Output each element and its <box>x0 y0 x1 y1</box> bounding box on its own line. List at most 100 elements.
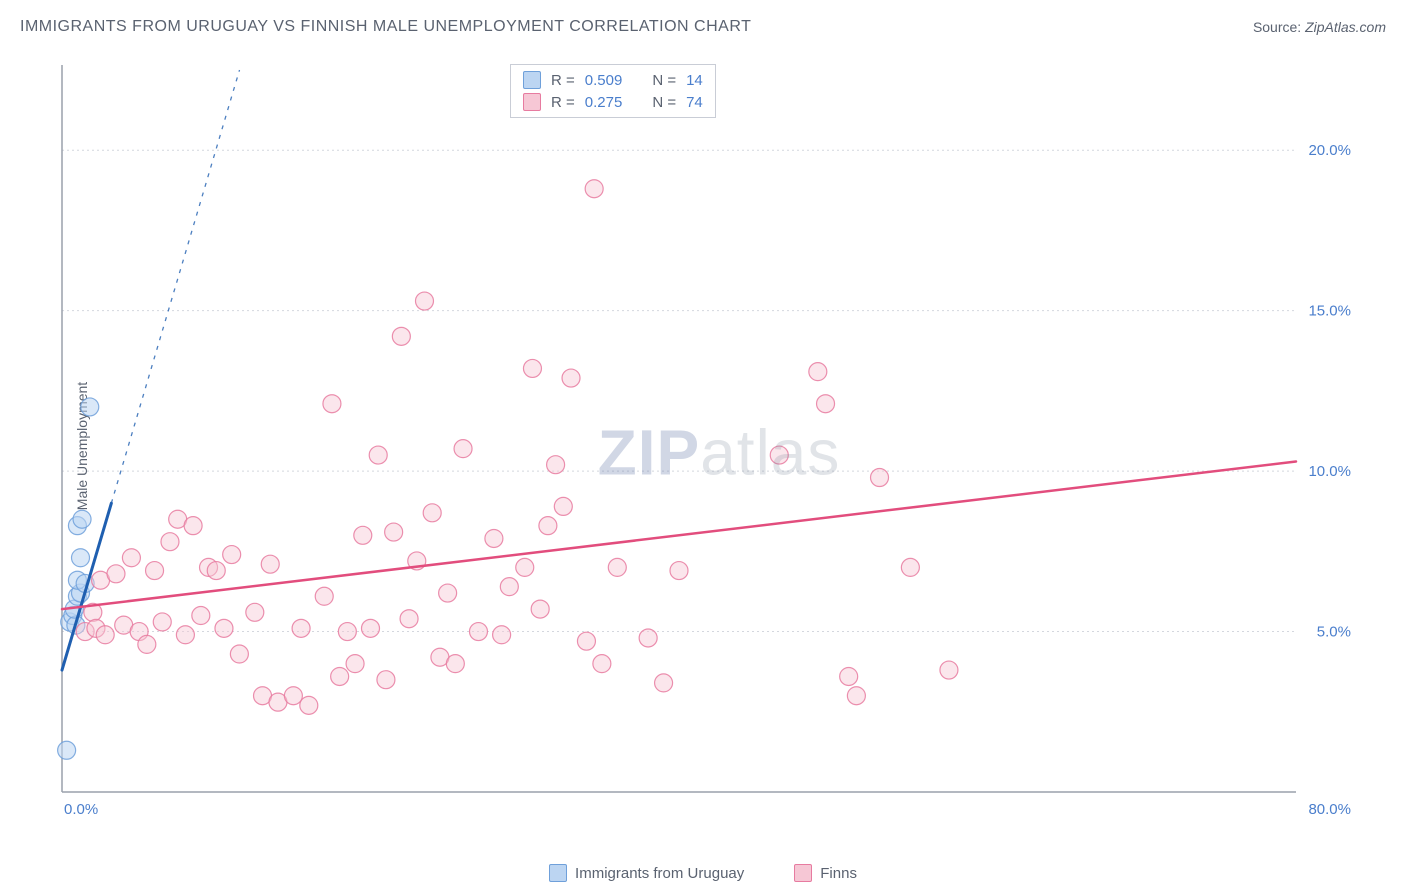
finns-point <box>577 632 595 650</box>
svg-text:20.0%: 20.0% <box>1308 142 1351 159</box>
svg-text:0.0%: 0.0% <box>64 801 98 818</box>
finns-swatch <box>523 93 541 111</box>
legend-item-finns: Finns <box>794 864 857 882</box>
svg-text:80.0%: 80.0% <box>1308 801 1351 818</box>
finns-point <box>485 529 503 547</box>
finns-point <box>531 600 549 618</box>
finns-point <box>354 526 372 544</box>
uruguay-point <box>73 510 91 528</box>
finns-point <box>153 613 171 631</box>
finns-point <box>446 655 464 673</box>
finns-point <box>523 359 541 377</box>
uruguay-trend-dashed <box>111 70 239 503</box>
finns-point <box>385 523 403 541</box>
finns-point <box>146 562 164 580</box>
chart-plot-area: 5.0%10.0%15.0%20.0%0.0%80.0% ZIPatlas R … <box>52 60 1386 852</box>
finns-point <box>207 562 225 580</box>
svg-text:15.0%: 15.0% <box>1308 303 1351 320</box>
finns-trend-line <box>62 461 1296 609</box>
uruguay-swatch <box>523 71 541 89</box>
uruguay-point <box>58 741 76 759</box>
finns-point <box>400 610 418 628</box>
uruguay-legend-label: Immigrants from Uruguay <box>575 865 744 882</box>
finns-legend-label: Finns <box>820 865 857 882</box>
finns-point <box>940 661 958 679</box>
corr-R-label: R = <box>551 72 575 89</box>
scatter-chart-svg: 5.0% 10.0% 15.0% 20.0% 0.0% 80.0% <box>52 60 1366 832</box>
uruguay-legend-swatch <box>549 864 567 882</box>
chart-source: Source: ZipAtlas.com <box>1253 19 1386 35</box>
finns-point <box>338 623 356 641</box>
finns-point <box>439 584 457 602</box>
finns-point <box>554 497 572 515</box>
finns-point <box>809 363 827 381</box>
finns-point <box>901 558 919 576</box>
finns-point <box>176 626 194 644</box>
uruguay-point <box>72 549 90 567</box>
finns-point <box>639 629 657 647</box>
finns-point <box>562 369 580 387</box>
finns-point <box>369 446 387 464</box>
finns-point <box>184 517 202 535</box>
finns-point <box>539 517 557 535</box>
finns-point <box>300 696 318 714</box>
finns-point <box>122 549 140 567</box>
finns-point <box>331 667 349 685</box>
corr-N-label: N = <box>652 72 676 89</box>
finns-point <box>138 635 156 653</box>
finns-point <box>847 687 865 705</box>
finns-point <box>840 667 858 685</box>
finns-point <box>423 504 441 522</box>
finns-legend-swatch <box>794 864 812 882</box>
finns-point <box>323 395 341 413</box>
finns-point <box>670 562 688 580</box>
corr-row-finns: R = 0.275 N = 74 <box>523 91 703 113</box>
finns-point <box>230 645 248 663</box>
finns-point <box>415 292 433 310</box>
finns-point <box>655 674 673 692</box>
correlation-legend: R = 0.509 N = 14 R = 0.275 N = 74 <box>510 64 716 118</box>
corr-R-value: 0.275 <box>585 94 623 111</box>
finns-point <box>608 558 626 576</box>
finns-point <box>585 180 603 198</box>
finns-point <box>107 565 125 583</box>
source-value: ZipAtlas.com <box>1305 19 1386 35</box>
source-label: Source: <box>1253 19 1301 35</box>
finns-point <box>469 623 487 641</box>
legend-item-uruguay: Immigrants from Uruguay <box>549 864 744 882</box>
finns-point <box>161 533 179 551</box>
svg-text:10.0%: 10.0% <box>1308 463 1351 480</box>
corr-N-value: 74 <box>686 94 703 111</box>
svg-text:5.0%: 5.0% <box>1317 624 1351 641</box>
finns-point <box>346 655 364 673</box>
corr-N-value: 14 <box>686 72 703 89</box>
finns-point <box>770 446 788 464</box>
finns-point <box>223 546 241 564</box>
finns-point <box>593 655 611 673</box>
finns-point <box>362 619 380 637</box>
finns-point <box>817 395 835 413</box>
finns-point <box>96 626 114 644</box>
series-legend: Immigrants from Uruguay Finns <box>0 864 1406 882</box>
corr-R-label: R = <box>551 94 575 111</box>
uruguay-point <box>81 398 99 416</box>
finns-point <box>547 456 565 474</box>
chart-title: IMMIGRANTS FROM URUGUAY VS FINNISH MALE … <box>20 18 751 36</box>
finns-point <box>392 327 410 345</box>
finns-point <box>284 687 302 705</box>
finns-point <box>261 555 279 573</box>
finns-point <box>377 671 395 689</box>
finns-point <box>215 619 233 637</box>
finns-point <box>871 469 889 487</box>
finns-point <box>493 626 511 644</box>
finns-point <box>246 603 264 621</box>
finns-point <box>454 440 472 458</box>
finns-point <box>516 558 534 576</box>
corr-R-value: 0.509 <box>585 72 623 89</box>
corr-row-uruguay: R = 0.509 N = 14 <box>523 69 703 91</box>
corr-N-label: N = <box>652 94 676 111</box>
finns-point <box>500 578 518 596</box>
finns-point <box>292 619 310 637</box>
finns-point <box>315 587 333 605</box>
finns-point <box>192 607 210 625</box>
